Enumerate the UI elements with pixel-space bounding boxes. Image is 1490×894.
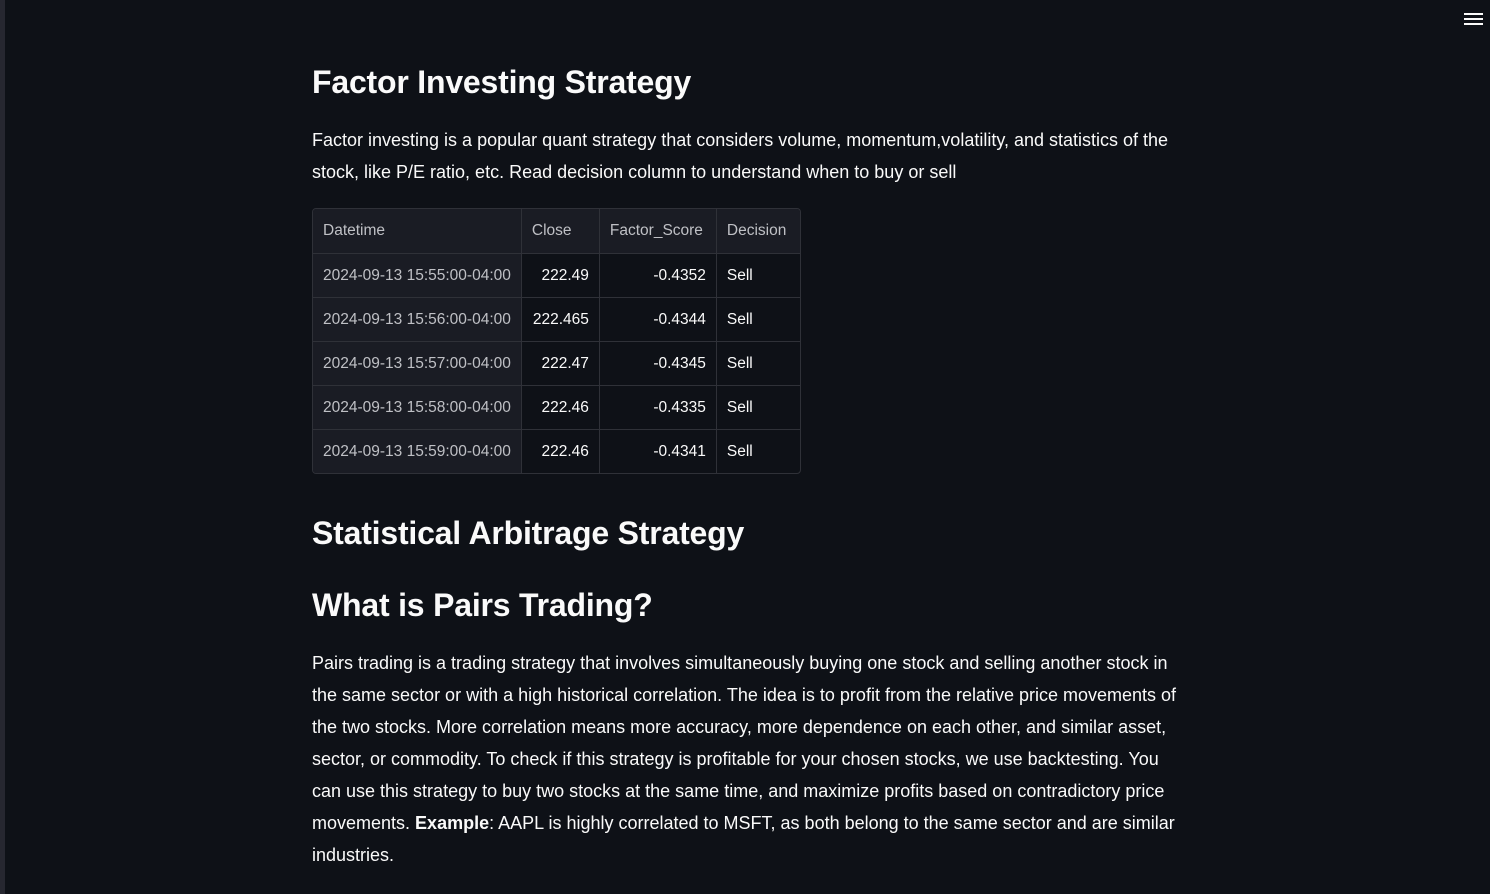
cell-decision[interactable]: Sell: [716, 385, 800, 430]
cell-decision[interactable]: Sell: [716, 341, 800, 386]
table-row: 2024-09-13 15:59:00-04:00 222.46 -0.4341…: [313, 429, 800, 473]
cell-close[interactable]: 222.465: [521, 297, 600, 342]
pairs-trading-description: Pairs trading is a trading strategy that…: [312, 647, 1192, 871]
example-label: Example: [415, 813, 490, 833]
cell-datetime[interactable]: 2024-09-13 15:56:00-04:00: [313, 297, 522, 342]
sidebar-collapsed-edge: [0, 0, 5, 894]
cell-datetime[interactable]: 2024-09-13 15:55:00-04:00: [313, 253, 522, 298]
cell-decision[interactable]: Sell: [726, 442, 753, 460]
factor-dataframe[interactable]: Datetime Close Factor_Score Decision 202…: [312, 208, 801, 474]
cell-datetime[interactable]: 2024-09-13 15:57:00-04:00: [313, 341, 522, 386]
cell-close[interactable]: 222.46: [521, 429, 600, 473]
cell-close[interactable]: 222.47: [521, 341, 600, 386]
cell-decision[interactable]: Sell: [716, 253, 800, 298]
table-row: 2024-09-13 15:55:00-04:00 222.49 -0.4352…: [313, 253, 800, 298]
cell-factor-score[interactable]: -0.4345: [599, 341, 717, 386]
cell-close[interactable]: 222.49: [521, 253, 600, 298]
table-header-row: Datetime Close Factor_Score Decision: [313, 209, 800, 254]
pairs-trading-heading: What is Pairs Trading?: [312, 587, 653, 623]
factor-investing-description: Factor investing is a popular quant stra…: [312, 130, 1169, 182]
cell-factor-score[interactable]: -0.4341: [599, 429, 717, 473]
pairs-description-text: Pairs trading is a trading strategy that…: [312, 653, 1177, 833]
cell-factor-score[interactable]: -0.4335: [599, 385, 717, 430]
column-header-datetime[interactable]: Datetime: [313, 209, 522, 254]
column-header-decision[interactable]: Decision: [716, 209, 800, 254]
column-header-factor-score[interactable]: Factor_Score: [599, 209, 717, 254]
cell-factor-score[interactable]: -0.4352: [599, 253, 717, 298]
column-header-close[interactable]: Close: [521, 209, 600, 254]
table-row: 2024-09-13 15:58:00-04:00 222.46 -0.4335…: [313, 385, 800, 430]
cell-close[interactable]: 222.46: [521, 385, 600, 430]
cell-factor-score[interactable]: -0.4344: [599, 297, 717, 342]
statistical-arbitrage-heading: Statistical Arbitrage Strategy: [312, 515, 745, 551]
cell-datetime[interactable]: 2024-09-13 15:58:00-04:00: [313, 385, 522, 430]
table-row: 2024-09-13 15:57:00-04:00 222.47 -0.4345…: [313, 341, 800, 386]
table-row: 2024-09-13 15:56:00-04:00 222.465 -0.434…: [313, 297, 800, 342]
cell-datetime[interactable]: 2024-09-13 15:59:00-04:00: [313, 429, 522, 473]
hamburger-menu-icon[interactable]: [1464, 10, 1486, 30]
cell-decision[interactable]: Sell: [716, 297, 800, 342]
factor-investing-heading: Factor Investing Strategy: [312, 64, 692, 100]
factor-table: Datetime Close Factor_Score Decision 202…: [313, 209, 800, 473]
pairs-example-text: : AAPL is highly correlated to MSFT, as …: [312, 813, 1175, 865]
